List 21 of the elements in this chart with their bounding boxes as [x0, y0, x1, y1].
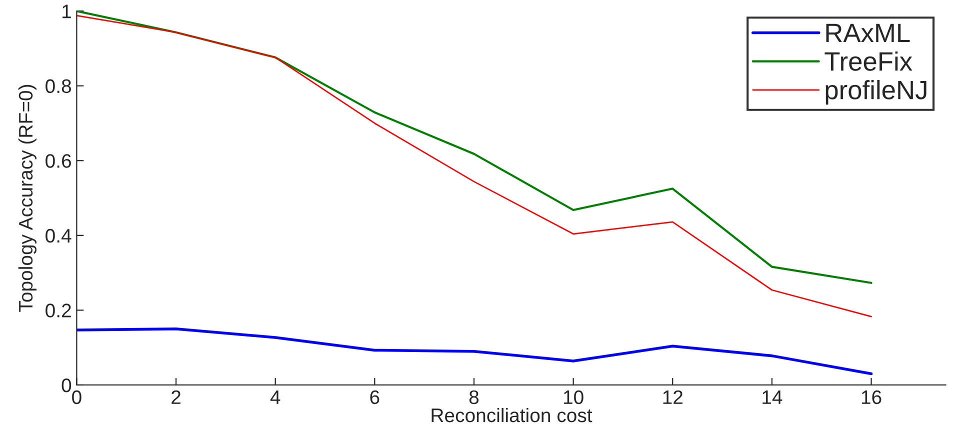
- line-series: [76, 328, 873, 376]
- x-tick-label: 14: [762, 390, 782, 404]
- x-tick-label: 16: [862, 390, 882, 404]
- legend-label: RAxML: [826, 24, 910, 42]
- y-tick-label: 0.2: [46, 304, 71, 318]
- y-tick-label: 0: [62, 378, 72, 392]
- y-tick-label: 0.6: [46, 154, 71, 168]
- legend-label: profileNJ: [826, 80, 926, 105]
- x-tick-label: 0: [72, 390, 82, 404]
- y-axis-title: Topology Accuracy (RF=0): [18, 84, 36, 312]
- y-tick-label: 0.4: [46, 228, 72, 243]
- x-tick-label: 4: [270, 390, 280, 404]
- x-tick-label: 10: [564, 390, 584, 404]
- x-tick-label: 6: [370, 390, 380, 404]
- x-tick-label: 12: [663, 390, 682, 404]
- y-tick-label: 0.8: [46, 79, 72, 94]
- x-tick-label: 8: [469, 390, 479, 404]
- x-tick-label: 2: [172, 390, 180, 404]
- x-axis-title: Reconciliation cost: [432, 408, 592, 422]
- legend-label: TreeFix: [824, 51, 912, 71]
- y-tick-label: 1: [62, 4, 71, 18]
